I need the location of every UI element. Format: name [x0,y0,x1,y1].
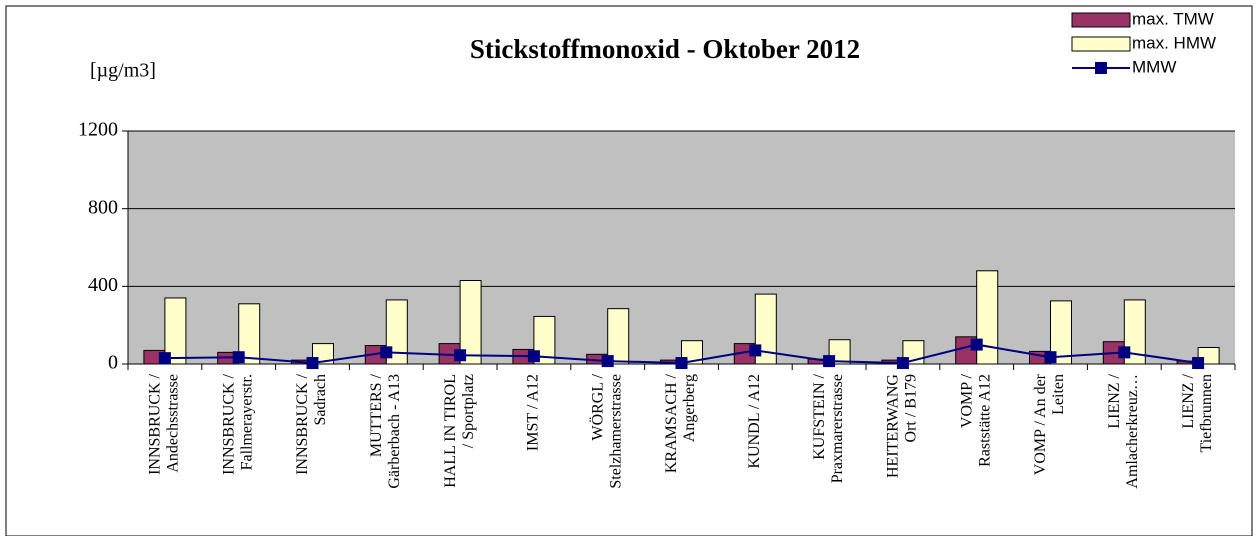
x-tick-label: VOMP / An der [1032,373,1049,475]
x-tick-label: Amlacherkreuz… [1124,374,1141,489]
legend-swatch [1095,62,1107,74]
line-marker [675,357,688,370]
x-tick-label: Praxmarerstrasse [829,374,846,483]
y-tick-label: 800 [88,196,118,218]
line-marker [1044,351,1057,364]
line-marker [380,346,393,359]
x-tick-label: Fallmerayerstr. [238,374,255,470]
line-marker [749,344,762,357]
legend-swatch [1071,12,1131,28]
x-tick-label: Tiefbrunnen [1198,374,1215,453]
line-marker [823,355,836,368]
x-tick-label: VOMP / [958,373,975,428]
y-axis-label: [µg/m3] [90,60,156,82]
bar [607,308,630,365]
x-tick-label: LIENZ / [1106,373,1123,428]
x-tick-label: INNSBRUCK / [147,373,164,474]
line-marker [454,349,467,362]
x-tick-label: Ort / B179 [903,374,920,442]
bar [164,297,187,365]
x-tick-label: Sadrach [312,374,329,426]
legend-label: max. HMW [1132,33,1216,52]
bar [459,280,482,365]
legend-label: max. TMW [1132,9,1214,28]
line-marker [527,350,540,363]
line-marker [970,338,983,351]
x-tick-label: KUFSTEIN / [811,373,828,459]
x-tick-label: IMST / A12 [525,374,542,451]
x-tick-label: KUNDL / A12 [746,374,763,469]
x-tick-label: LIENZ / [1180,373,1197,428]
line-marker [1118,346,1131,359]
line-marker [601,355,614,368]
y-tick-label: 0 [108,352,118,374]
line-marker [306,357,319,370]
x-tick-label: Gärberbach - A13 [386,374,403,489]
x-tick-label: KRAMSACH / [663,373,680,473]
x-tick-label: MUTTERS / [368,373,385,457]
x-tick-label: Stelzhamerstrasse [607,374,624,489]
y-tick-label: 400 [88,274,118,296]
bar [238,303,261,365]
x-tick-label: WÖRGL / [588,373,606,440]
bar [1050,300,1072,365]
x-tick-label: INNSBRUCK / [294,373,311,474]
line-marker [896,357,909,370]
line-marker [158,352,171,365]
x-tick-label: HEITERWANG [885,374,902,478]
x-tick-label: HALL IN TIROL [442,374,459,488]
x-tick-label: Raststätte A12 [976,374,993,467]
x-tick-label: INNSBRUCK / [220,373,237,474]
y-tick-label: 1200 [78,119,118,141]
x-tick-label: Andechsstrasse [165,374,182,473]
x-tick-label: Angerberg [681,374,698,442]
line-marker [1192,357,1205,370]
chart-title: Stickstoffmonoxid - Oktober 2012 [470,34,860,64]
line-marker [232,351,245,364]
x-tick-label: Leiten [1050,374,1067,415]
legend-swatch [1071,36,1131,52]
x-tick-label: / Sportplatz [460,374,477,448]
legend-label: MMW [1132,57,1176,76]
